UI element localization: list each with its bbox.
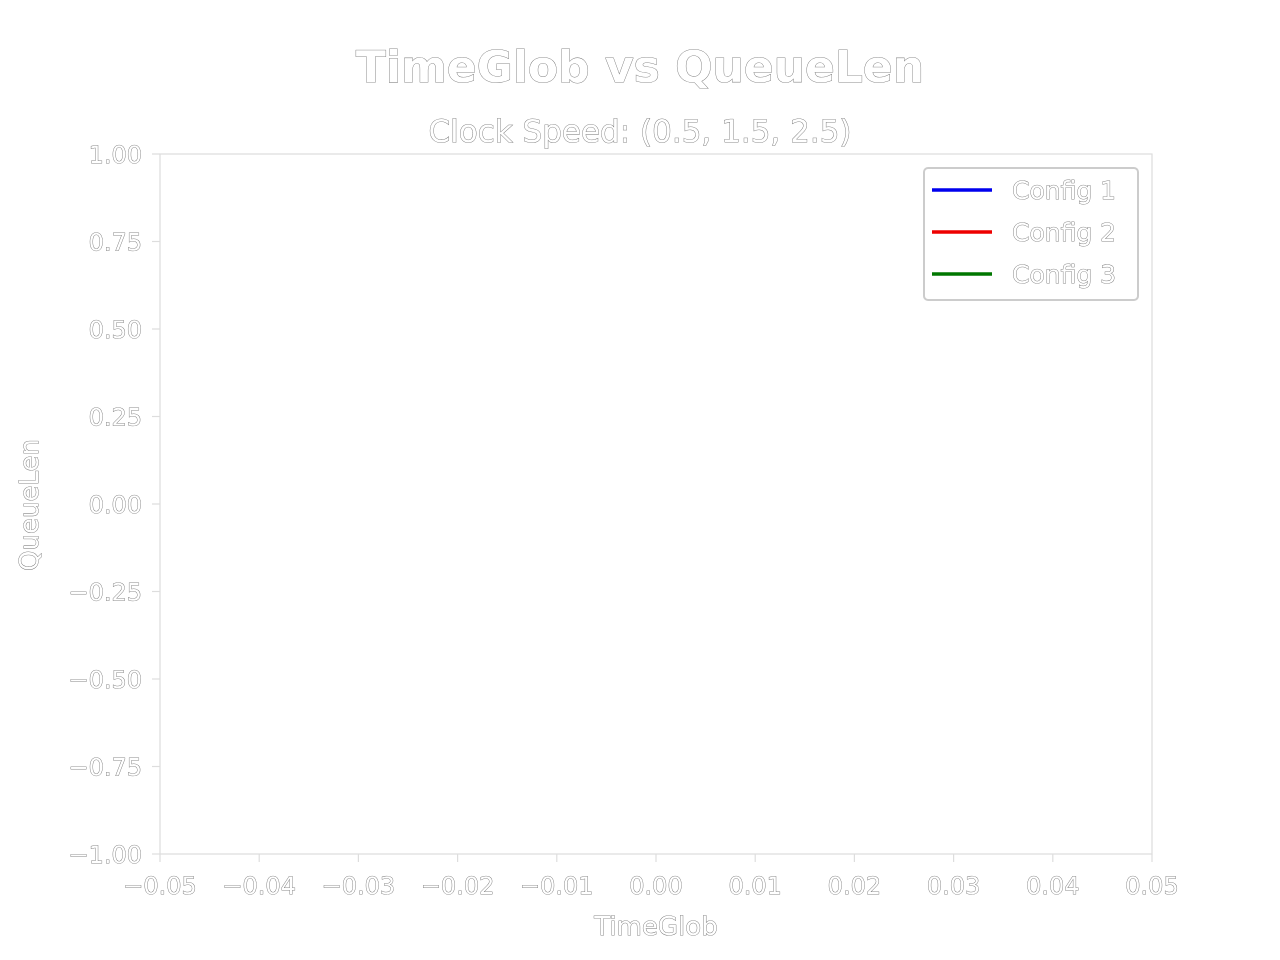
- y-tick-label: −0.75: [68, 754, 142, 782]
- x-tick-label: 0.00: [629, 872, 682, 900]
- y-tick-label: −0.50: [68, 666, 142, 694]
- x-tick-label: −0.02: [421, 872, 495, 900]
- legend-label-1: Config 1: [1012, 176, 1116, 205]
- legend: Config 1 Config 2 Config 3: [923, 167, 1139, 301]
- y-tick-label: −1.00: [68, 841, 142, 869]
- y-tick-label: 1.00: [89, 141, 142, 169]
- x-tick-label: 0.02: [828, 872, 881, 900]
- x-tick-label: −0.04: [222, 872, 296, 900]
- y-axis-label: QueueLen: [15, 439, 45, 571]
- y-tick-label: 0.75: [89, 229, 142, 257]
- x-tick-label: −0.05: [123, 872, 197, 900]
- legend-label-3: Config 3: [1012, 260, 1116, 289]
- x-tick-label: 0.04: [1026, 872, 1079, 900]
- y-tick-label: −0.25: [68, 579, 142, 607]
- y-tick-label: 0.00: [89, 491, 142, 519]
- chart-title: TimeGlob vs QueueLen: [356, 42, 924, 93]
- x-axis: −0.05 −0.04 −0.03 −0.02 −0.01 0.00 0.01 0.02 0.0…: [123, 854, 1179, 900]
- x-axis-label: TimeGlob: [593, 912, 717, 942]
- x-tick-label: −0.01: [520, 872, 594, 900]
- x-tick-label: 0.03: [927, 872, 980, 900]
- x-tick-label: 0.05: [1125, 872, 1178, 900]
- chart-subtitle: Clock Speed: (0.5, 1.5, 2.5): [428, 114, 851, 150]
- x-tick-label: 0.01: [728, 872, 781, 900]
- y-tick-label: 0.25: [89, 404, 142, 432]
- y-tick-label: 0.50: [89, 316, 142, 344]
- y-axis: 1.00 0.75 0.50 0.25 0.00 −0.25 −0.50 −0.75 −1.00: [68, 141, 160, 869]
- legend-label-2: Config 2: [1012, 218, 1116, 247]
- x-tick-label: −0.03: [322, 872, 396, 900]
- legend-box: [923, 167, 1139, 301]
